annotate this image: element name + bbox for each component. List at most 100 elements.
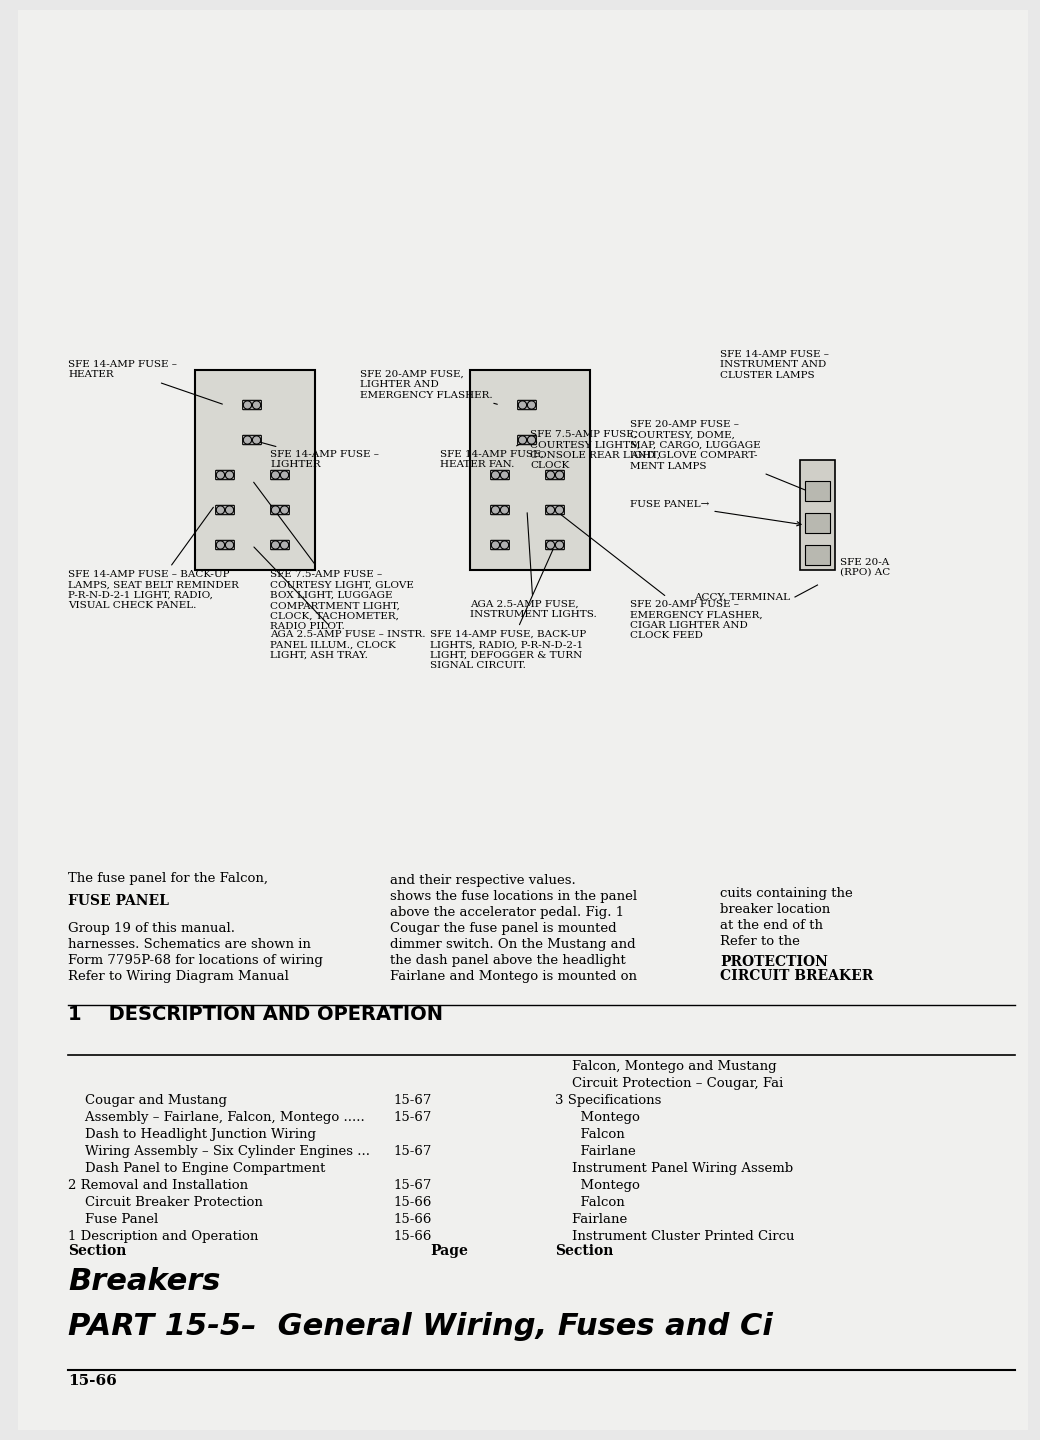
FancyBboxPatch shape bbox=[276, 541, 285, 549]
Text: Circuit Breaker Protection: Circuit Breaker Protection bbox=[68, 1197, 263, 1210]
FancyBboxPatch shape bbox=[522, 436, 531, 444]
Circle shape bbox=[271, 541, 280, 549]
Circle shape bbox=[281, 505, 289, 514]
FancyBboxPatch shape bbox=[805, 513, 830, 533]
Circle shape bbox=[491, 471, 499, 480]
FancyBboxPatch shape bbox=[495, 505, 504, 514]
Circle shape bbox=[546, 471, 554, 480]
Text: Form 7795P-68 for locations of wiring: Form 7795P-68 for locations of wiring bbox=[68, 955, 322, 968]
Circle shape bbox=[243, 436, 252, 444]
Text: SFE 20-AMP FUSE,
LIGHTER AND
EMERGENCY FLASHER.: SFE 20-AMP FUSE, LIGHTER AND EMERGENCY F… bbox=[360, 370, 497, 405]
Circle shape bbox=[518, 436, 526, 444]
Text: Group 19 of this manual.: Group 19 of this manual. bbox=[68, 922, 235, 935]
Text: 2 Removal and Installation: 2 Removal and Installation bbox=[68, 1179, 249, 1192]
FancyBboxPatch shape bbox=[220, 471, 230, 480]
FancyBboxPatch shape bbox=[522, 400, 531, 409]
Circle shape bbox=[281, 471, 289, 480]
Text: SFE 14-AMP FUSE –
LIGHTER: SFE 14-AMP FUSE – LIGHTER bbox=[255, 441, 379, 469]
Text: 15-67: 15-67 bbox=[393, 1112, 432, 1125]
Circle shape bbox=[216, 541, 225, 549]
Text: Cougar and Mustang: Cougar and Mustang bbox=[68, 1094, 227, 1107]
Text: 3 Specifications: 3 Specifications bbox=[555, 1094, 661, 1107]
Text: Section: Section bbox=[555, 1244, 614, 1259]
Circle shape bbox=[546, 541, 554, 549]
FancyBboxPatch shape bbox=[276, 471, 285, 480]
Text: SFE 20-A
(RPO) AC: SFE 20-A (RPO) AC bbox=[840, 557, 890, 577]
Text: Dash to Headlight Junction Wiring: Dash to Headlight Junction Wiring bbox=[68, 1128, 316, 1140]
Text: the dash panel above the headlight: the dash panel above the headlight bbox=[390, 955, 626, 968]
Text: dimmer switch. On the Mustang and: dimmer switch. On the Mustang and bbox=[390, 937, 635, 950]
Text: SFE 14-AMP FUSE –
HEATER: SFE 14-AMP FUSE – HEATER bbox=[68, 360, 223, 405]
Text: FUSE PANEL→: FUSE PANEL→ bbox=[630, 500, 801, 526]
Circle shape bbox=[271, 471, 280, 480]
FancyBboxPatch shape bbox=[495, 541, 504, 549]
Text: Falcon: Falcon bbox=[555, 1128, 625, 1140]
Circle shape bbox=[518, 400, 526, 409]
Circle shape bbox=[500, 505, 509, 514]
Text: CIRCUIT BREAKER: CIRCUIT BREAKER bbox=[720, 969, 874, 984]
Text: Circuit Protection – Cougar, Fai: Circuit Protection – Cougar, Fai bbox=[555, 1077, 783, 1090]
Circle shape bbox=[491, 505, 499, 514]
FancyBboxPatch shape bbox=[248, 400, 257, 409]
FancyBboxPatch shape bbox=[470, 370, 590, 570]
Text: AGA 2.5-AMP FUSE,
INSTRUMENT LIGHTS.: AGA 2.5-AMP FUSE, INSTRUMENT LIGHTS. bbox=[470, 513, 597, 619]
Text: 15-66: 15-66 bbox=[393, 1197, 432, 1210]
Text: SFE 14-AMP FUSE –
INSTRUMENT AND
CLUSTER LAMPS: SFE 14-AMP FUSE – INSTRUMENT AND CLUSTER… bbox=[720, 350, 829, 380]
FancyBboxPatch shape bbox=[248, 436, 257, 444]
Text: Montego: Montego bbox=[555, 1112, 640, 1125]
Circle shape bbox=[500, 541, 509, 549]
Text: Dash Panel to Engine Compartment: Dash Panel to Engine Compartment bbox=[68, 1162, 326, 1175]
Circle shape bbox=[243, 400, 252, 409]
Text: and their respective values.: and their respective values. bbox=[390, 874, 576, 887]
Circle shape bbox=[527, 436, 536, 444]
Circle shape bbox=[216, 505, 225, 514]
Text: SFE 20-AMP FUSE –
EMERGENCY FLASHER,
CIGAR LIGHTER AND
CLOCK FEED: SFE 20-AMP FUSE – EMERGENCY FLASHER, CIG… bbox=[557, 511, 762, 641]
FancyBboxPatch shape bbox=[800, 459, 835, 570]
FancyBboxPatch shape bbox=[805, 481, 830, 501]
Text: 1    DESCRIPTION AND OPERATION: 1 DESCRIPTION AND OPERATION bbox=[68, 1005, 443, 1024]
Circle shape bbox=[546, 505, 554, 514]
Circle shape bbox=[253, 400, 261, 409]
Text: 15-66: 15-66 bbox=[393, 1212, 432, 1225]
Text: Wiring Assembly – Six Cylinder Engines ...: Wiring Assembly – Six Cylinder Engines .… bbox=[68, 1145, 370, 1158]
Text: Refer to Wiring Diagram Manual: Refer to Wiring Diagram Manual bbox=[68, 971, 289, 984]
Text: 15-66: 15-66 bbox=[393, 1230, 432, 1243]
Text: breaker location: breaker location bbox=[720, 903, 834, 916]
Circle shape bbox=[555, 505, 564, 514]
Text: Refer to the: Refer to the bbox=[720, 935, 800, 948]
Text: Falcon: Falcon bbox=[555, 1197, 625, 1210]
Text: FUSE PANEL: FUSE PANEL bbox=[68, 894, 168, 909]
Text: Instrument Cluster Printed Circu: Instrument Cluster Printed Circu bbox=[555, 1230, 795, 1243]
FancyBboxPatch shape bbox=[196, 370, 315, 570]
Text: SFE 14-AMP FUSE, BACK-UP
LIGHTS, RADIO, P-R-N-D-2-1
LIGHT, DEFOGGER & TURN
SIGNA: SFE 14-AMP FUSE, BACK-UP LIGHTS, RADIO, … bbox=[430, 547, 587, 670]
Text: Section: Section bbox=[68, 1244, 127, 1259]
FancyBboxPatch shape bbox=[18, 10, 1028, 1430]
Text: SFE 14-AMP FUSE – BACK-UP
LAMPS, SEAT BELT REMINDER
P-R-N-D-2-1 LIGHT, RADIO,
VI: SFE 14-AMP FUSE – BACK-UP LAMPS, SEAT BE… bbox=[68, 507, 239, 611]
Text: Falcon, Montego and Mustang: Falcon, Montego and Mustang bbox=[555, 1060, 777, 1073]
FancyBboxPatch shape bbox=[220, 505, 230, 514]
Circle shape bbox=[253, 436, 261, 444]
Text: 15-67: 15-67 bbox=[393, 1094, 432, 1107]
Text: above the accelerator pedal. Fig. 1: above the accelerator pedal. Fig. 1 bbox=[390, 906, 624, 919]
Text: cuits containing the: cuits containing the bbox=[720, 887, 853, 900]
FancyBboxPatch shape bbox=[550, 541, 560, 549]
FancyBboxPatch shape bbox=[495, 471, 504, 480]
Text: PROTECTION: PROTECTION bbox=[720, 955, 828, 969]
Text: The fuse panel for the Falcon,: The fuse panel for the Falcon, bbox=[68, 873, 268, 886]
Text: SFE 7.5-AMP FUSE,
COURTESY LIGHTS,
CONSOLE REAR LIGHT,
CLOCK: SFE 7.5-AMP FUSE, COURTESY LIGHTS, CONSO… bbox=[530, 431, 660, 475]
Text: 15-67: 15-67 bbox=[393, 1145, 432, 1158]
Text: Page: Page bbox=[430, 1244, 468, 1259]
Text: Montego: Montego bbox=[555, 1179, 640, 1192]
Text: SFE 20-AMP FUSE –
COURTESY, DOME,
MAP, CARGO, LUGGAGE
AND GLOVE COMPART-
MENT LA: SFE 20-AMP FUSE – COURTESY, DOME, MAP, C… bbox=[630, 420, 815, 494]
Text: Fairlane: Fairlane bbox=[555, 1145, 635, 1158]
Circle shape bbox=[555, 471, 564, 480]
Circle shape bbox=[226, 471, 234, 480]
Text: SFE 14-AMP FUSE,
HEATER FAN.: SFE 14-AMP FUSE, HEATER FAN. bbox=[440, 441, 544, 469]
Text: harnesses. Schematics are shown in: harnesses. Schematics are shown in bbox=[68, 937, 311, 950]
Text: shows the fuse locations in the panel: shows the fuse locations in the panel bbox=[390, 890, 638, 903]
Text: Assembly – Fairlane, Falcon, Montego .....: Assembly – Fairlane, Falcon, Montego ...… bbox=[68, 1112, 365, 1125]
Text: ACCY. TERMINAL: ACCY. TERMINAL bbox=[694, 593, 790, 602]
FancyBboxPatch shape bbox=[220, 541, 230, 549]
Text: Fairlane: Fairlane bbox=[555, 1212, 627, 1225]
Circle shape bbox=[226, 541, 234, 549]
